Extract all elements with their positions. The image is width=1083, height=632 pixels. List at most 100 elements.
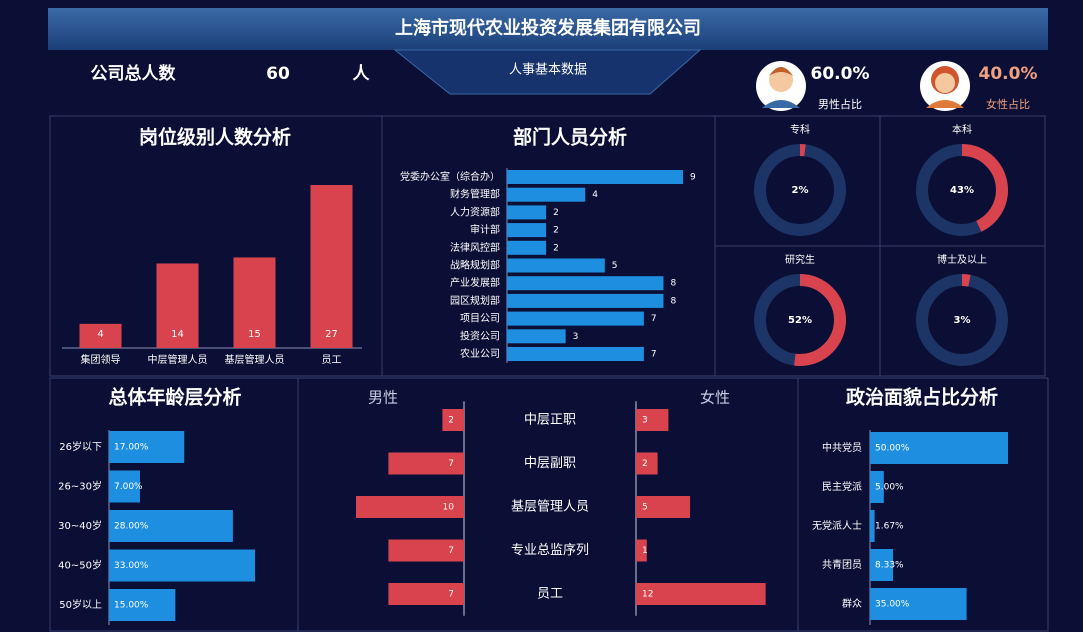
page-title: 上海市现代农业投资发展集团有限公司: [395, 17, 701, 39]
value-label: 12: [642, 590, 653, 600]
category-label: 中层正职: [524, 413, 576, 428]
y-tick-label: 战略规划部: [450, 259, 500, 272]
y-tick-label: 群众: [842, 597, 862, 610]
value-label: 5.00%: [875, 483, 904, 493]
y-tick-label: 人力资源部: [450, 205, 500, 218]
value-label: 15.00%: [114, 601, 149, 611]
value-label: 33.00%: [114, 561, 149, 571]
legend-label: 女性: [700, 389, 730, 407]
category-label: 专业总监序列: [511, 543, 589, 558]
bar: [507, 276, 663, 290]
x-tick-label: 员工: [322, 354, 342, 366]
donut-label: 本科: [952, 123, 972, 136]
chart-title: 总体年龄层分析: [108, 386, 241, 409]
total-value: 60: [266, 64, 290, 84]
bar: [507, 294, 663, 308]
value-label: 8: [670, 279, 676, 289]
value-label: 28.00%: [114, 522, 149, 532]
y-tick-label: 农业公司: [460, 347, 500, 360]
y-tick-label: 产业发展部: [450, 276, 500, 289]
y-tick-label: 共青团员: [822, 558, 862, 571]
y-tick-label: 法律风控部: [450, 241, 500, 254]
value-label: 1: [642, 546, 648, 556]
male-label: 男性占比: [818, 97, 862, 111]
value-label: 5: [642, 503, 648, 513]
donut-value: 52%: [788, 315, 812, 326]
y-tick-label: 园区规划部: [450, 294, 500, 307]
y-tick-label: 财务管理部: [450, 188, 500, 201]
value-label: 15: [248, 329, 261, 340]
bar: [311, 185, 353, 348]
value-label: 7: [651, 314, 657, 324]
value-label: 8.33%: [875, 561, 904, 571]
dashboard: 上海市现代农业投资发展集团有限公司 公司总人数 60 人 人事基本数据 60.0…: [0, 0, 1083, 632]
category-label: 员工: [537, 587, 563, 602]
value-label: 2: [553, 208, 559, 218]
donut-value: 2%: [792, 185, 809, 196]
male-ratio: 60.0%: [811, 64, 870, 84]
value-label: 2: [448, 416, 454, 426]
y-tick-label: 30~40岁: [58, 519, 102, 532]
bar: [507, 329, 566, 343]
value-label: 5: [612, 261, 618, 271]
category-label: 基层管理人员: [511, 500, 589, 515]
female-label: 女性占比: [986, 97, 1030, 111]
bar: [507, 223, 546, 237]
value-label: 9: [690, 173, 696, 183]
value-label: 7: [651, 350, 657, 360]
value-label: 2: [553, 243, 559, 253]
donut-value: 3%: [954, 315, 971, 326]
bar: [636, 409, 668, 431]
value-label: 7: [448, 590, 454, 600]
value-label: 14: [171, 329, 184, 340]
y-tick-label: 26~30岁: [58, 480, 102, 493]
value-label: 2: [642, 459, 648, 469]
donut-label: 专科: [790, 123, 810, 136]
donut-label: 博士及以上: [937, 253, 987, 266]
x-tick-label: 基层管理人员: [225, 353, 285, 366]
chart-title: 岗位级别人数分析: [139, 126, 291, 149]
value-label: 35.00%: [875, 600, 910, 610]
value-label: 4: [592, 190, 598, 200]
value-label: 2: [553, 226, 559, 236]
bar: [507, 205, 546, 219]
total-unit: 人: [353, 64, 371, 84]
legend-label: 男性: [368, 389, 398, 407]
female-ratio: 40.0%: [979, 64, 1038, 84]
value-label: 7: [448, 459, 454, 469]
y-tick-label: 项目公司: [460, 313, 500, 325]
value-label: 1.67%: [875, 522, 904, 532]
chart-title: 部门人员分析: [513, 126, 627, 149]
total-label: 公司总人数: [91, 63, 177, 84]
value-label: 7: [448, 546, 454, 556]
value-label: 3: [642, 416, 648, 426]
bar: [507, 312, 644, 326]
value-label: 10: [443, 503, 455, 513]
bar: [507, 241, 546, 255]
value-label: 27: [325, 329, 338, 340]
x-tick-label: 中层管理人员: [148, 353, 208, 366]
value-label: 3: [573, 332, 579, 342]
y-tick-label: 审计部: [470, 223, 500, 236]
female-avatar: [920, 61, 970, 111]
subtitle: 人事基本数据: [509, 63, 587, 78]
chart-title: 政治面貌占比分析: [846, 386, 998, 409]
x-tick-label: 集团领导: [81, 353, 121, 366]
bar: [507, 259, 605, 273]
value-label: 7.00%: [114, 482, 143, 492]
category-label: 中层副职: [524, 456, 576, 471]
bar: [507, 347, 644, 361]
y-tick-label: 投资公司: [460, 329, 500, 342]
male-avatar: [756, 61, 806, 111]
y-tick-label: 26岁以下: [59, 440, 102, 453]
bar: [507, 188, 585, 202]
bar: [636, 583, 766, 605]
donut-value: 43%: [950, 185, 974, 196]
y-tick-label: 中共党员: [822, 441, 862, 454]
y-tick-label: 无党派人士: [812, 519, 862, 532]
value-label: 4: [97, 329, 103, 340]
value-label: 8: [670, 296, 676, 306]
y-tick-label: 党委办公室（综合办）: [400, 170, 500, 183]
value-label: 17.00%: [114, 443, 149, 453]
y-tick-label: 50岁以上: [59, 598, 102, 611]
